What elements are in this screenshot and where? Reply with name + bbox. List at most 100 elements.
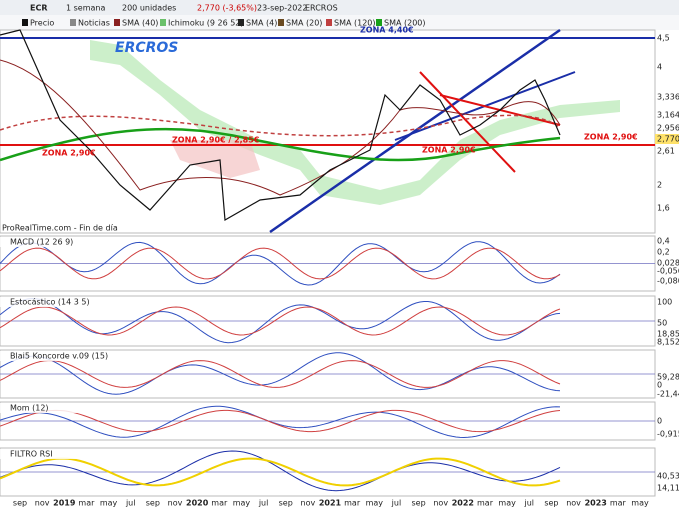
main-frame <box>0 29 656 234</box>
annotation: ZONA 2,90€ <box>584 133 638 142</box>
y-tick-label: 50 <box>657 319 667 328</box>
x-tick-label: jul <box>391 499 402 508</box>
y-tick-label: 4 <box>657 63 662 72</box>
source: ProRealTime.com - Fin de día <box>2 224 118 233</box>
y-tick-label: 4,5 <box>657 34 670 43</box>
indicator-signal <box>0 360 561 388</box>
y-tick-label: 0,2 <box>657 248 670 257</box>
x-tick-label: mar <box>78 499 95 508</box>
panel-label-bg <box>0 297 110 307</box>
panel-label-bg <box>0 403 110 413</box>
panel-title: Estocástico (14 3 5) <box>10 298 90 307</box>
y-tick-label: 2,61 <box>657 147 675 156</box>
legend-item[interactable]: SMA (40) <box>122 19 158 28</box>
y-tick-label: -0,056 <box>657 267 679 276</box>
units[interactable]: 200 unidades <box>122 4 176 13</box>
y-tick-label: 59,28 <box>657 373 679 382</box>
ichimoku-cloud <box>90 40 620 205</box>
legend-swatch <box>22 19 28 26</box>
indicator-signal <box>0 457 561 487</box>
indicator-signal <box>0 306 561 336</box>
y-tick-label: 8,152 <box>657 338 679 347</box>
legend-item[interactable]: SMA (120) <box>334 19 376 28</box>
indicator-line <box>0 297 561 344</box>
annotation: ZONA 2,90€ <box>422 146 476 155</box>
y-tick-label: 0,4 <box>657 237 670 246</box>
y-tick-label: -0,080 <box>657 277 679 286</box>
annotation: ZONA 4,40€ <box>360 26 414 35</box>
trend-line <box>419 71 516 173</box>
y-tick-label: 3,164 <box>657 111 679 120</box>
chart-title: ERCROS <box>115 40 178 56</box>
x-tick-label: nov <box>35 499 50 508</box>
x-tick-label: sep <box>146 499 160 508</box>
x-tick-label: 2019 <box>53 499 76 508</box>
indicator-line <box>0 241 561 286</box>
x-tick-label: jul <box>524 499 535 508</box>
y-tick-label: 1,6 <box>657 204 670 213</box>
legend-swatch <box>326 19 332 26</box>
x-tick-label: nov <box>301 499 316 508</box>
y-tick-label: 14,11 <box>657 484 679 493</box>
legend-swatch <box>70 19 76 26</box>
legend-swatch <box>278 19 284 26</box>
y-tick-label: 2 <box>657 181 662 190</box>
legend-item[interactable]: SMA (200) <box>384 19 426 28</box>
legend-swatch <box>160 19 166 26</box>
y-tick-label: 100 <box>657 298 672 307</box>
period[interactable]: 1 semana <box>66 4 105 13</box>
x-tick-label: 2022 <box>452 499 474 508</box>
indicator-signal <box>0 247 561 280</box>
annotation: ZONA 2,90€ / 2,85€ <box>172 136 260 145</box>
x-tick-label: may <box>366 499 384 508</box>
x-tick-label: may <box>100 499 118 508</box>
indicator-line <box>0 405 561 439</box>
y-tick-label: 3,336 <box>657 93 679 102</box>
legend-bar <box>0 15 679 30</box>
symbol[interactable]: ECR <box>30 4 48 13</box>
x-tick-label: mar <box>344 499 361 508</box>
legend-swatch <box>238 19 244 26</box>
panel-title: Blai5 Koncorde v.09 (15) <box>10 352 108 361</box>
panel-label-bg <box>0 351 110 361</box>
x-tick-label: sep <box>13 499 27 508</box>
sma-200 <box>0 127 561 162</box>
x-tick-label: sep <box>411 499 425 508</box>
annotation: ZONA 2,90€ <box>42 149 96 158</box>
panel-title: MACD (12 26 9) <box>10 238 73 247</box>
x-tick-label: 2023 <box>585 499 607 508</box>
x-tick-label: sep <box>279 499 293 508</box>
x-tick-label: mar <box>477 499 494 508</box>
y-tick-label: -21,44 <box>657 390 679 399</box>
x-tick-label: nov <box>168 499 183 508</box>
indicator-line <box>0 450 561 492</box>
x-tick-label: may <box>498 499 516 508</box>
legend-item[interactable]: Noticias <box>78 19 110 28</box>
date: 23-sep-2022 <box>257 4 307 13</box>
x-tick-label: nov <box>433 499 448 508</box>
x-tick-label: nov <box>566 499 581 508</box>
y-tick-label: 18,85 <box>657 330 679 339</box>
legend-item[interactable]: Precio <box>30 19 54 28</box>
x-tick-label: mar <box>610 499 627 508</box>
x-tick-label: 2020 <box>186 499 209 508</box>
legend-item[interactable]: SMA (4) <box>246 19 277 28</box>
legend-swatch <box>376 19 382 26</box>
price <box>0 29 561 221</box>
toolbar <box>0 0 679 15</box>
x-tick-label: jul <box>258 499 269 508</box>
panel-title: Mom (12) <box>10 404 49 413</box>
y-tick-label: 2,770 <box>657 135 679 144</box>
name: ERCROS <box>305 4 338 13</box>
y-tick-label: -0,915 <box>657 430 679 439</box>
y-tick-label: 0,028 <box>657 259 679 268</box>
sma-120 <box>0 114 561 137</box>
legend-item[interactable]: SMA (20) <box>286 19 322 28</box>
last-price-box <box>655 134 679 144</box>
y-tick-label: 0 <box>657 417 662 426</box>
legend-item[interactable]: Ichimoku (9 26 52) <box>168 19 244 28</box>
x-tick-label: may <box>233 499 251 508</box>
quote: 2,770 (-3,65%) <box>197 4 257 13</box>
y-tick-label: 0 <box>657 381 662 390</box>
